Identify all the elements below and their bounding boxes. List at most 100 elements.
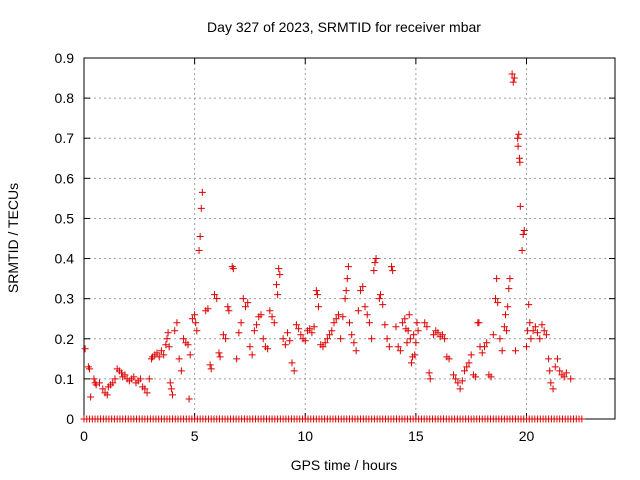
data-point bbox=[567, 375, 575, 383]
data-points bbox=[81, 70, 575, 403]
data-point bbox=[229, 265, 237, 273]
data-point bbox=[204, 305, 212, 313]
data-point bbox=[511, 347, 519, 355]
data-point bbox=[421, 319, 429, 327]
data-point bbox=[206, 361, 214, 369]
data-point bbox=[467, 351, 475, 359]
data-point bbox=[553, 355, 561, 363]
data-point bbox=[492, 295, 500, 303]
data-point bbox=[430, 331, 438, 339]
data-point bbox=[246, 343, 254, 351]
data-point bbox=[503, 327, 511, 335]
data-point bbox=[337, 335, 345, 343]
data-point bbox=[136, 375, 144, 383]
data-point bbox=[411, 351, 419, 359]
data-point bbox=[363, 311, 371, 319]
data-point bbox=[454, 379, 462, 387]
data-point bbox=[396, 347, 404, 355]
data-point bbox=[487, 373, 495, 381]
data-point bbox=[95, 379, 103, 387]
data-point bbox=[531, 323, 539, 331]
y-tick-label: 0.7 bbox=[55, 130, 75, 146]
data-point bbox=[270, 319, 278, 327]
data-point bbox=[297, 331, 305, 339]
data-point bbox=[319, 343, 327, 351]
data-point bbox=[326, 331, 334, 339]
data-point bbox=[315, 303, 323, 311]
data-point bbox=[498, 347, 506, 355]
data-point bbox=[465, 359, 473, 367]
data-point bbox=[272, 281, 280, 289]
data-point bbox=[198, 188, 206, 196]
data-point bbox=[475, 319, 483, 327]
data-point bbox=[334, 311, 342, 319]
data-point bbox=[505, 285, 513, 293]
data-point bbox=[306, 325, 314, 333]
data-point bbox=[250, 327, 258, 335]
y-tick-label: 0.9 bbox=[55, 50, 75, 66]
data-point bbox=[321, 339, 329, 347]
data-point bbox=[197, 204, 205, 212]
data-point bbox=[281, 341, 289, 349]
data-point bbox=[90, 375, 98, 383]
data-point bbox=[213, 295, 221, 303]
data-point bbox=[389, 267, 397, 275]
data-point bbox=[527, 335, 535, 343]
data-point bbox=[160, 351, 168, 359]
data-point bbox=[290, 367, 298, 375]
data-point bbox=[461, 367, 469, 375]
data-point bbox=[332, 315, 340, 323]
data-point bbox=[478, 349, 486, 357]
data-point bbox=[279, 335, 287, 343]
data-point bbox=[103, 391, 111, 399]
data-point bbox=[111, 375, 119, 383]
data-point bbox=[423, 323, 431, 331]
x-tick-label: 10 bbox=[297, 428, 313, 444]
zero-value-markers bbox=[80, 415, 586, 423]
data-point bbox=[163, 335, 171, 343]
x-tick-label: 5 bbox=[191, 428, 199, 444]
data-point bbox=[166, 379, 174, 387]
data-point bbox=[506, 275, 514, 283]
data-point bbox=[361, 303, 369, 311]
y-tick-label: 0.8 bbox=[55, 90, 75, 106]
data-point bbox=[385, 343, 393, 351]
data-point bbox=[348, 331, 356, 339]
data-point bbox=[274, 291, 282, 299]
data-point bbox=[330, 319, 338, 327]
data-point bbox=[549, 385, 557, 393]
data-point bbox=[463, 363, 471, 371]
data-point bbox=[489, 331, 497, 339]
y-tick-label: 0.2 bbox=[55, 331, 75, 347]
data-point bbox=[177, 367, 185, 375]
data-point bbox=[365, 319, 373, 327]
data-point bbox=[542, 331, 550, 339]
data-point bbox=[458, 377, 466, 385]
data-point bbox=[526, 319, 534, 327]
chart-title: Day 327 of 2023, SRMTID for receiver mba… bbox=[207, 19, 481, 35]
data-point bbox=[167, 385, 175, 393]
data-point bbox=[313, 291, 321, 299]
data-point bbox=[407, 359, 415, 367]
data-point bbox=[141, 385, 149, 393]
data-point bbox=[375, 295, 383, 303]
axis-ticks bbox=[83, 57, 615, 420]
data-point bbox=[224, 303, 232, 311]
y-tick-label: 0.1 bbox=[55, 371, 75, 387]
data-point bbox=[341, 295, 349, 303]
data-point bbox=[342, 287, 350, 295]
data-point bbox=[99, 385, 107, 393]
data-point bbox=[193, 327, 201, 335]
data-point bbox=[219, 331, 227, 339]
y-tick-label: 0.3 bbox=[55, 291, 75, 307]
data-point bbox=[509, 78, 517, 86]
data-point bbox=[394, 343, 402, 351]
data-point bbox=[456, 385, 464, 393]
data-point bbox=[545, 355, 553, 363]
y-tick-label: 0.4 bbox=[55, 251, 75, 267]
data-point bbox=[525, 301, 533, 309]
data-point bbox=[235, 329, 243, 337]
data-point bbox=[244, 299, 252, 307]
data-point bbox=[413, 319, 421, 327]
data-point bbox=[426, 375, 434, 383]
